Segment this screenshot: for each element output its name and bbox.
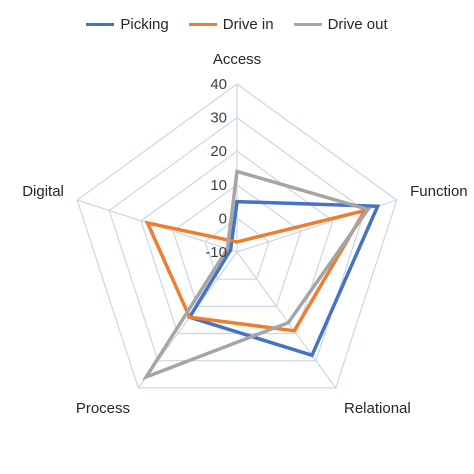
- axis-label-access: Access: [213, 51, 261, 68]
- radar-series: [141, 169, 381, 381]
- tick-label-0: 0: [219, 210, 227, 227]
- gridline-40: [76, 83, 398, 389]
- legend-label-picking: Picking: [120, 16, 169, 33]
- gridline-30: [108, 116, 366, 362]
- axis-label-process: Process: [76, 400, 130, 417]
- series-drive-out: [141, 169, 371, 381]
- legend-label-drive-in: Drive in: [222, 16, 274, 33]
- legend-item-drive-in: Drive in: [188, 16, 274, 33]
- legend-item-drive-out: Drive out: [293, 16, 388, 33]
- spoke-relational: [236, 251, 337, 389]
- tick-label-40: 40: [210, 76, 227, 93]
- radar-labels: -10 0 10 20 30 40 Access Function Relational Proc…: [22, 51, 467, 417]
- tick-label-10: -10: [205, 244, 227, 261]
- legend-swatch-drive-in: [188, 23, 217, 26]
- tick-label-20: 20: [210, 143, 227, 160]
- gridline-10: [172, 184, 302, 307]
- legend: Picking Drive in Drive out: [0, 16, 474, 33]
- axis-label-relational: Relational: [344, 400, 411, 417]
- series-drive-in: [144, 207, 369, 333]
- legend-label-drive-out: Drive out: [327, 16, 388, 33]
- legend-item-picking: Picking: [86, 16, 169, 33]
- legend-swatch-drive-out: [293, 23, 322, 26]
- tick-label-10: 10: [210, 177, 227, 194]
- legend-swatch-picking: [86, 23, 115, 26]
- tick-label-30: 30: [210, 110, 227, 127]
- axis-label-digital: Digital: [22, 183, 64, 200]
- axis-label-function: Function: [410, 183, 468, 200]
